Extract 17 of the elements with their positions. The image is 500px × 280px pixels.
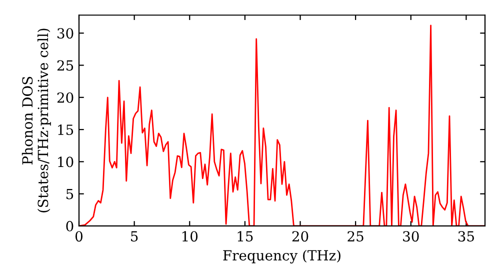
y-tick-label: 0 bbox=[66, 220, 74, 232]
y-tick-label: 20 bbox=[57, 92, 74, 103]
x-tick-label: 10 bbox=[182, 231, 198, 242]
x-tick-label: 35 bbox=[458, 231, 474, 242]
x-tick-label: 25 bbox=[348, 231, 364, 242]
y-tick-label: 5 bbox=[66, 188, 74, 200]
x-axis-title: Frequency (THz) bbox=[223, 250, 340, 264]
y-tick-label: 30 bbox=[58, 28, 74, 39]
x-tick-label: 15 bbox=[238, 231, 253, 242]
y-axis-title: Phonon DOS (States/THz·primitive cell) bbox=[22, 28, 51, 212]
x-tick-label: 5 bbox=[131, 231, 138, 242]
x-tick-label: 20 bbox=[292, 231, 308, 242]
x-tick-label: 30 bbox=[403, 231, 419, 242]
y-tick-label: 15 bbox=[58, 124, 74, 136]
x-tick-label: 0 bbox=[75, 231, 82, 242]
y-tick-label: 25 bbox=[57, 60, 74, 71]
y-tick-label: 10 bbox=[58, 156, 74, 168]
